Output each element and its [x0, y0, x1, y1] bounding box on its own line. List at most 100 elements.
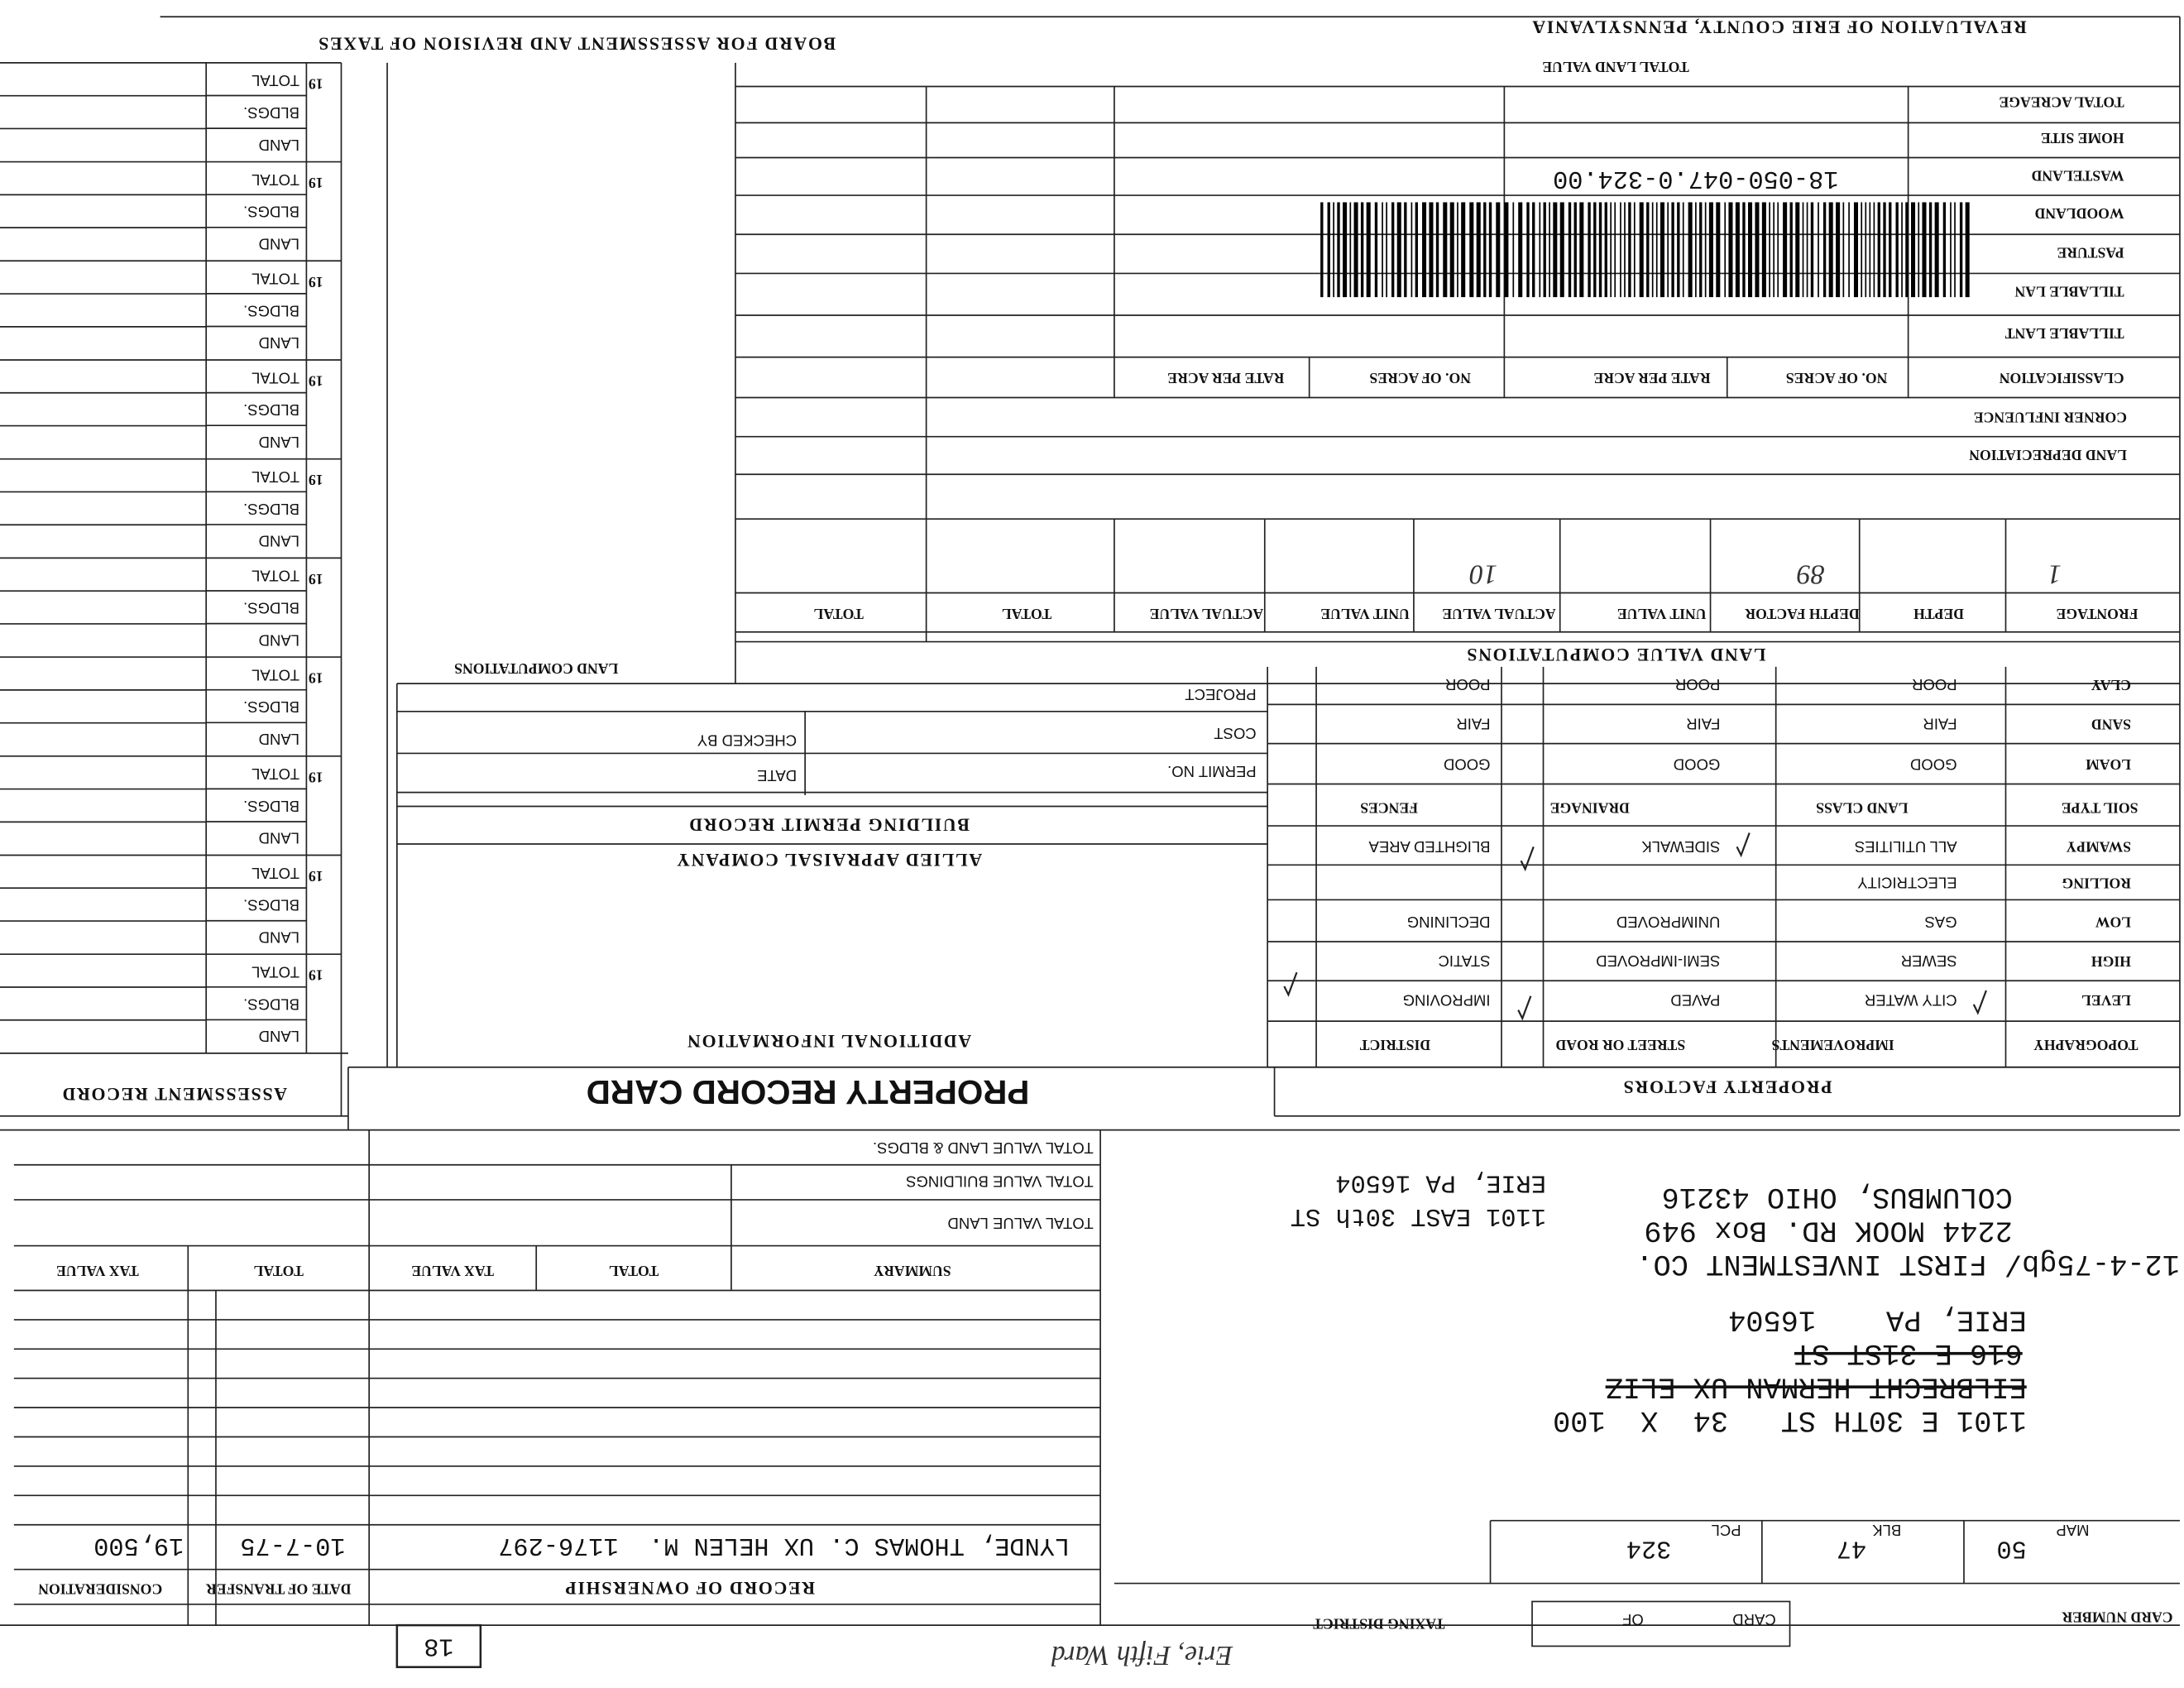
barcode-bar — [1539, 202, 1541, 298]
barcode-bar — [1789, 202, 1793, 298]
barcode-bar — [1646, 202, 1650, 298]
barcode-bar — [1568, 202, 1572, 298]
property-address: ERIE, PA 16504 — [1335, 1168, 1545, 1196]
row-label: LAND — [259, 533, 299, 550]
section-title: LAND VALUE COMPUTATIONS — [1466, 645, 1766, 665]
row-label: PASTURE — [2057, 244, 2124, 261]
row-label: LOAM — [2086, 756, 2131, 773]
barcode-bar — [1488, 202, 1492, 298]
row-label: POOR — [1675, 676, 1720, 693]
barcode-bar — [1922, 202, 1927, 298]
year: 19 — [309, 274, 323, 290]
consideration: 19,500 — [93, 1531, 184, 1559]
row-label: BLDGS. — [243, 897, 299, 914]
row-label: LAND — [259, 1028, 299, 1045]
section-title: ASSESSMENT RECORD — [61, 1084, 287, 1105]
row-label: LAND — [259, 928, 299, 946]
column-header: TOTAL — [253, 1263, 303, 1279]
column-header: DATE OF TRANSFER — [206, 1581, 352, 1598]
field-label: OF — [1622, 1611, 1644, 1628]
barcode-bar — [1620, 202, 1621, 298]
barcode-bar — [1469, 202, 1474, 298]
column-header: RATE PER ACRE — [1593, 370, 1710, 386]
column-header: NO. OF ACRES — [1369, 370, 1471, 386]
check-mark — [1517, 995, 1532, 1021]
barcode-bar — [1877, 202, 1880, 298]
barcode-bar — [1959, 202, 1963, 298]
barcode-bar — [1865, 202, 1867, 298]
barcode-bar — [1429, 202, 1434, 298]
barcode-bar — [1374, 202, 1378, 298]
row-label: LAND — [259, 631, 299, 649]
row-label: WOODLAND — [2035, 205, 2124, 222]
row-label: GOOD — [1674, 755, 1721, 773]
row-label: TOTAL — [251, 171, 299, 189]
row-label: TOTAL — [251, 765, 299, 783]
barcode-bar — [1716, 202, 1721, 298]
row-label: BLDGS. — [243, 104, 299, 122]
barcode-bar — [1353, 202, 1358, 298]
year: 19 — [309, 75, 323, 92]
barcode-bar — [1783, 202, 1788, 298]
barcode-bar — [1965, 202, 1970, 298]
column-header: FENCES — [1360, 799, 1418, 816]
year: 19 — [309, 373, 323, 390]
field-label: CHECKED BY — [697, 732, 797, 750]
barcode-bar — [1593, 202, 1597, 298]
year: 19 — [309, 769, 323, 785]
barcode-bar — [1671, 202, 1674, 298]
barcode-bar — [1598, 202, 1602, 298]
parcel-number: 324 — [1626, 1533, 1672, 1561]
barcode-bar — [1836, 202, 1841, 298]
barcode-bar — [1728, 202, 1733, 298]
column-header: TOTAL — [609, 1263, 659, 1279]
row-label: SIDEWALK — [1641, 838, 1721, 856]
check-mark — [1972, 990, 1987, 1015]
address-line: 12-4-75gb/ FIRST INVESTMENT CO. — [1636, 1247, 2180, 1280]
card-number-label: CARD NUMBER — [2062, 1609, 2172, 1625]
row-label: TOTAL — [251, 964, 299, 981]
row-label: POOR — [1445, 676, 1490, 693]
barcode-bar — [1435, 202, 1439, 298]
barcode-bar — [1518, 202, 1523, 298]
barcode-bar — [1704, 202, 1707, 298]
row-label: LOW — [2095, 914, 2131, 931]
barcode-bar — [1559, 202, 1564, 298]
barcode-bar — [1543, 202, 1546, 298]
entry: 1 — [2048, 559, 2062, 589]
row-label: LAND — [259, 137, 299, 154]
row-label: TOTAL — [251, 666, 299, 683]
map-number: 50 — [1996, 1533, 2026, 1561]
barcode-bar — [1526, 202, 1530, 298]
row-label: TILLABLE LAN — [2014, 284, 2124, 300]
row-label: STATIC — [1438, 952, 1490, 970]
row-label: IMPROVING — [1403, 991, 1491, 1009]
barcode-bar — [1818, 202, 1819, 298]
row-label: LAND — [259, 434, 299, 451]
field-label: DATE — [757, 767, 797, 784]
row-label: ROLLING — [2062, 875, 2131, 891]
barcode-bar — [1588, 202, 1591, 298]
barcode-bar — [1873, 202, 1875, 298]
column-header: STREET OR ROAD — [1555, 1037, 1685, 1053]
row-label: SAND — [2091, 716, 2131, 732]
barcode-bar — [1655, 202, 1658, 298]
row-label: TOTAL — [251, 72, 299, 89]
barcode-bar — [1742, 202, 1746, 298]
barcode-bar — [1677, 202, 1680, 298]
year: 19 — [309, 175, 323, 191]
card-box — [1531, 1600, 1791, 1647]
column-header: DEPTH — [1913, 606, 1964, 622]
sheet-number: 18 — [424, 1631, 453, 1659]
barcode-bar — [1889, 202, 1892, 298]
barcode-bar — [1954, 202, 1956, 298]
field-label: MAP — [2056, 1522, 2089, 1539]
barcode-bar — [1391, 202, 1395, 298]
row-label: POOR — [1912, 676, 1956, 693]
row-label: FAIR — [1456, 715, 1490, 732]
barcode-bar — [1651, 202, 1654, 298]
barcode-bar — [1795, 202, 1800, 298]
row-label: CORNER INFLUENCE — [1974, 409, 2127, 425]
address-line: COLUMBUS, OHIO 43216 — [1662, 1180, 2013, 1213]
property-address: 1101 EAST 30th ST — [1291, 1201, 1546, 1230]
